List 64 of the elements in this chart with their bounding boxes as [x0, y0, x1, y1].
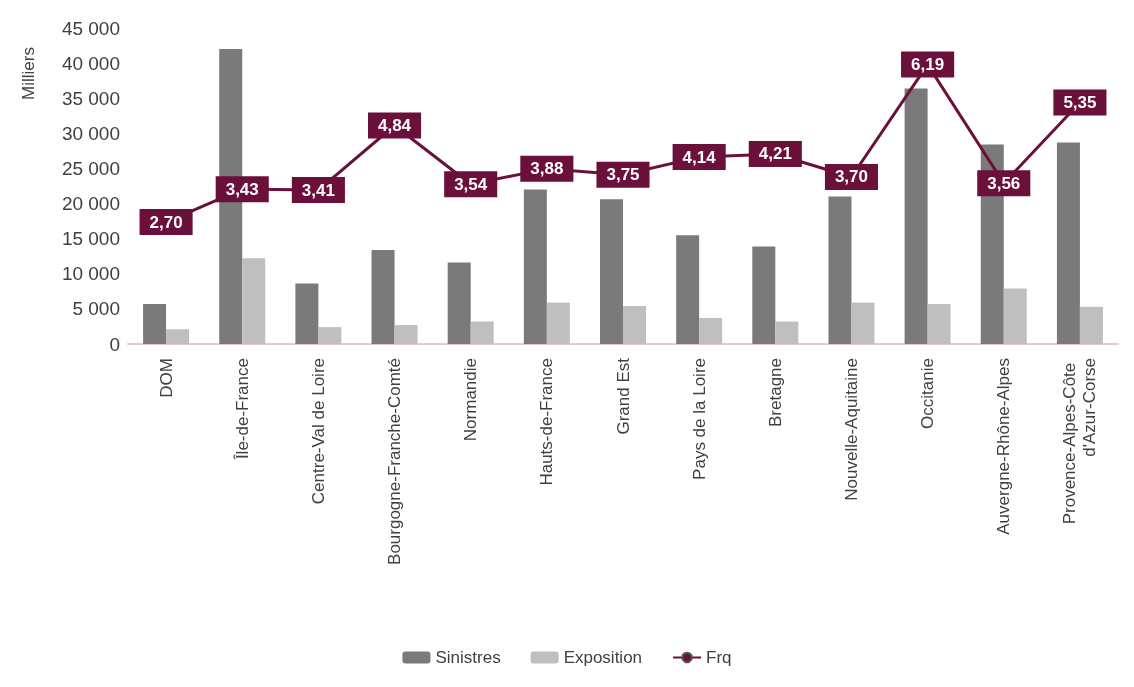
bar [242, 258, 266, 344]
y-tick-label: 10 000 [61, 263, 120, 285]
x-tick-label: Pays de la Loire [689, 358, 709, 480]
x-tick-label: Nouvelle-Aquitaine [841, 358, 861, 501]
legend-label: Sinistres [435, 648, 501, 667]
data-label: 5,35 [1063, 92, 1097, 112]
bar [295, 283, 319, 344]
x-tick-label: Bretagne [765, 358, 785, 427]
bar [752, 246, 776, 344]
data-label: 4,21 [758, 144, 792, 164]
bar [775, 321, 799, 344]
bar [371, 249, 395, 344]
x-tick-label: Provence-Alpes-Côte d'Azur-Corse [1060, 358, 1100, 525]
data-label: 3,88 [530, 159, 564, 179]
data-label: 3,56 [987, 173, 1021, 193]
x-tick-label: Occitanie [918, 358, 938, 429]
bar [828, 196, 852, 344]
data-label: 4,84 [377, 116, 412, 136]
x-tick-label: Normandie [461, 358, 481, 442]
bar [851, 302, 875, 344]
data-label: 3,75 [606, 165, 640, 185]
y-tick-label: 35 000 [61, 87, 120, 109]
bar [699, 318, 723, 344]
x-tick-label: Bourgogne-Franche-Comté [385, 358, 405, 565]
y-tick-label: 40 000 [61, 52, 120, 74]
x-tick-label: Île-de-France [232, 358, 252, 461]
y-tick-label: 45 000 [61, 17, 120, 39]
data-label: 6,19 [911, 55, 945, 75]
data-label: 4,14 [682, 147, 717, 167]
bar [1003, 288, 1027, 344]
bar [623, 306, 646, 344]
y-tick-label: 5 000 [72, 298, 120, 320]
bar [1079, 306, 1103, 344]
bar [927, 303, 951, 344]
bar [394, 325, 418, 344]
bar [676, 235, 700, 344]
x-tick-label: DOM [156, 358, 176, 398]
x-tick-label: Auvergne-Rhône-Alpes [994, 358, 1014, 535]
bar [600, 199, 623, 344]
data-label: 2,70 [149, 212, 183, 232]
x-tick-label: Hauts-de-France [537, 358, 557, 486]
bar [318, 327, 342, 344]
y-tick-label: 25 000 [61, 157, 120, 179]
bar [470, 321, 494, 344]
x-tick-label: Centre-Val de Loire [308, 358, 328, 505]
data-label: 3,70 [834, 167, 869, 187]
bar [447, 262, 471, 344]
data-label: 3,54 [454, 174, 488, 194]
y-tick-label: 20 000 [61, 193, 120, 215]
bar [143, 303, 167, 344]
bar [523, 189, 547, 344]
bar [904, 88, 928, 344]
legend-label: Frq [706, 648, 732, 667]
bar [166, 329, 190, 344]
data-label: 3,43 [225, 179, 259, 199]
legend-label: Exposition [563, 648, 643, 667]
y-tick-label: 30 000 [61, 122, 120, 144]
x-tick-label: Grand Est [613, 357, 633, 435]
bar [546, 302, 570, 344]
bar [1056, 142, 1080, 344]
y-tick-label: 15 000 [61, 228, 120, 250]
y-axis-title: Milliers [19, 47, 38, 100]
y-tick-label: 0 [109, 333, 120, 355]
data-label: 3,41 [301, 180, 335, 200]
